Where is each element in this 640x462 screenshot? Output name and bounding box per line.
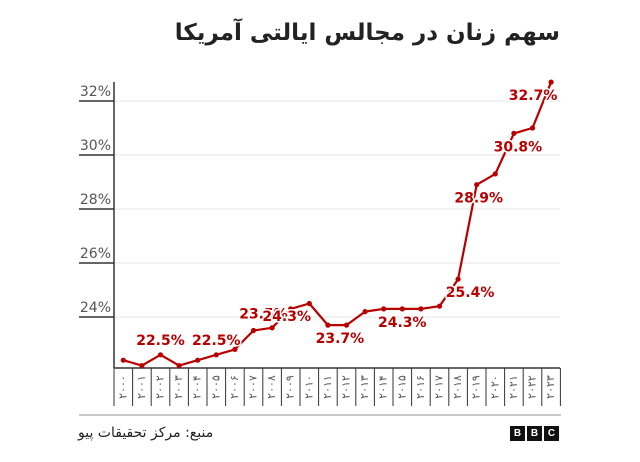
data-point — [176, 363, 182, 369]
x-tick-label: ۲۰۰۰ — [116, 375, 129, 399]
data-point — [306, 300, 312, 307]
source-note: منبع: مرکز تحقیقات پیو — [78, 425, 214, 441]
data-label: 22.5% — [136, 333, 185, 349]
x-tick-label: ۲۰۱۲ — [340, 375, 353, 399]
data-point — [213, 352, 219, 358]
x-tick-label: ۲۰۱۴ — [377, 375, 390, 399]
x-tick-label: ۲۰۱۱ — [321, 375, 334, 399]
x-tick-label: ۲۰۰۸ — [265, 375, 278, 399]
y-tick-label: 28% — [80, 192, 111, 208]
data-label: 23.5% — [239, 307, 288, 323]
data-label: 32.7% — [509, 88, 558, 104]
x-tick-label: ۲۰۱۹ — [470, 375, 483, 399]
data-point — [399, 306, 405, 312]
data-point — [436, 303, 443, 309]
data-label: 24.3% — [378, 315, 427, 331]
data-label: 30.8% — [494, 139, 543, 155]
x-tick-label: ۲۰۰۵ — [209, 375, 222, 399]
bbc-logo-letter: B — [510, 426, 525, 441]
data-point — [511, 130, 517, 136]
data-point — [120, 357, 126, 363]
data-point — [250, 327, 257, 334]
data-line — [122, 81, 553, 367]
data-point — [492, 171, 498, 177]
y-tick-label: 30% — [80, 138, 111, 154]
x-tick-label: ۲۰۰۳ — [172, 375, 185, 399]
chart-title: سهم زنان در مجالس ایالتی آمریکا — [174, 20, 560, 46]
x-tick-label: ۲۰۰۱ — [135, 375, 148, 399]
data-point — [548, 79, 554, 85]
data-point — [325, 322, 331, 328]
y-tick-label: 32% — [80, 84, 111, 100]
x-tick-label: ۲۰۲۱ — [507, 375, 520, 399]
data-point — [343, 322, 350, 328]
x-tick-label: ۲۰۱۷ — [433, 375, 446, 399]
data-point — [362, 309, 368, 315]
y-tick-label: 26% — [80, 246, 111, 262]
x-tick-label: ۲۰۱۰ — [302, 375, 315, 399]
x-tick-label: ۲۰۰۹ — [284, 375, 297, 399]
x-tick-label: ۲۰۰۲ — [154, 375, 167, 399]
data-point — [139, 363, 145, 369]
x-tick-label: ۲۰۲۳ — [544, 375, 557, 399]
data-label: 23.7% — [316, 331, 365, 347]
data-label: 25.4% — [446, 285, 495, 301]
data-point — [269, 325, 275, 331]
x-tick-label: ۲۰۱۸ — [451, 375, 464, 399]
data-point — [288, 306, 294, 312]
data-point — [157, 352, 164, 358]
data-label: 22.5% — [192, 333, 241, 349]
x-tick-label: ۲۰۱۳ — [358, 375, 371, 399]
x-tick-label: ۲۰۱۶ — [414, 375, 427, 399]
bbc-logo: B B C — [510, 426, 559, 441]
data-point — [195, 357, 201, 363]
data-point — [455, 276, 461, 282]
data-point — [529, 125, 536, 131]
data-label: 28.9% — [454, 191, 503, 207]
x-tick-label: ۲۰۰۷ — [247, 375, 260, 399]
x-tick-label: ۲۰۲۰ — [488, 375, 501, 399]
bbc-logo-letter: B — [527, 426, 542, 441]
y-tick-label: 24% — [80, 300, 111, 316]
data-point — [418, 306, 424, 312]
x-tick-label: ۲۰۰۴ — [191, 375, 204, 399]
x-tick-label: ۲۰۰۶ — [228, 375, 241, 399]
data-point — [232, 346, 238, 352]
x-tick-label: ۲۰۲۲ — [526, 375, 539, 399]
bbc-logo-letter: C — [544, 426, 559, 441]
data-point — [474, 182, 480, 188]
data-point — [381, 306, 387, 312]
data-label: 24.3% — [262, 309, 311, 325]
x-tick-label: ۲۰۱۵ — [395, 375, 408, 399]
footer-divider — [79, 414, 561, 416]
